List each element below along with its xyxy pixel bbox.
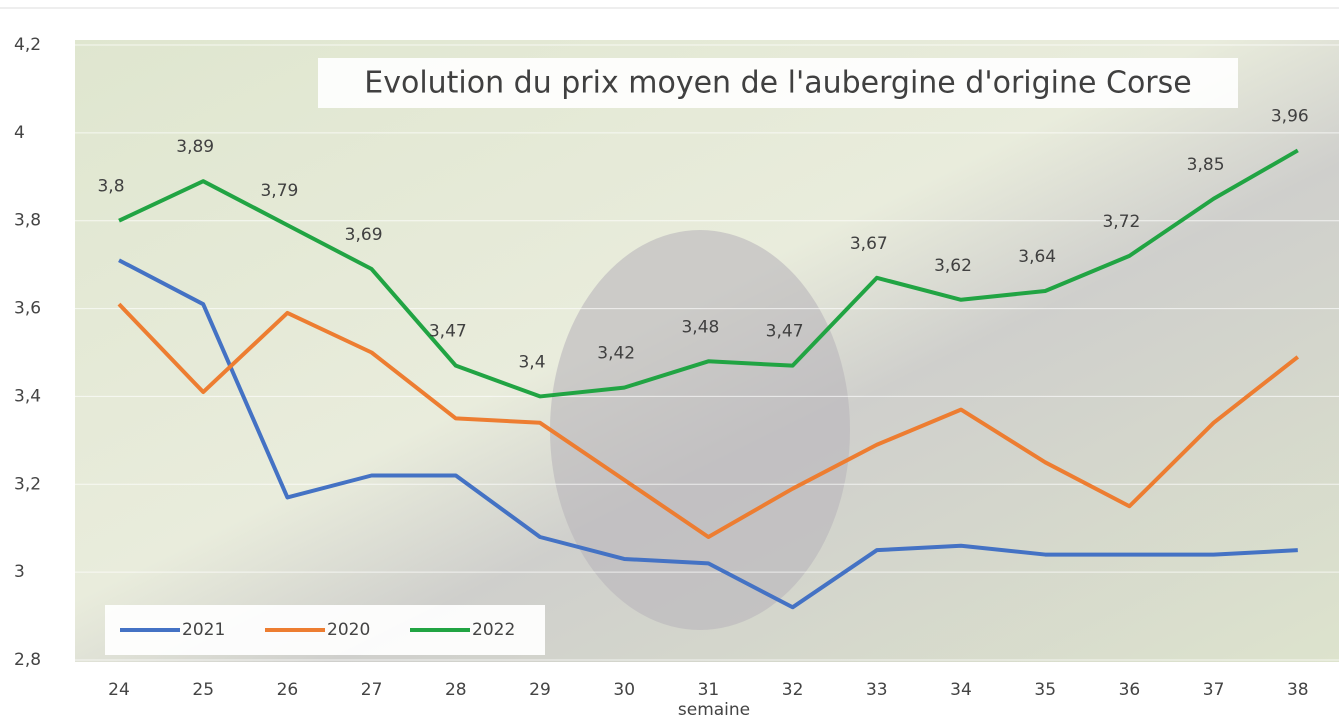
y-tick-label: 3,6 xyxy=(14,299,41,319)
x-tick-label: 36 xyxy=(1119,680,1141,700)
y-tick-label: 4 xyxy=(14,123,25,143)
y-tick-label: 3,2 xyxy=(14,474,41,494)
x-tick-label: 37 xyxy=(1203,680,1225,700)
x-tick-label: 32 xyxy=(782,680,804,700)
data-label: 3,42 xyxy=(597,344,635,364)
y-tick-label: 3,4 xyxy=(14,386,41,406)
data-label: 3,8 xyxy=(97,177,124,197)
data-label: 3,47 xyxy=(766,322,804,342)
data-label: 3,48 xyxy=(681,317,719,337)
data-label: 3,62 xyxy=(934,256,972,276)
data-label: 3,47 xyxy=(429,322,467,342)
x-axis-label: semaine xyxy=(678,700,750,720)
x-tick-label: 38 xyxy=(1287,680,1309,700)
x-tick-label: 33 xyxy=(866,680,888,700)
data-label: 3,96 xyxy=(1271,106,1309,126)
chart-title: Evolution du prix moyen de l'aubergine d… xyxy=(364,66,1191,101)
y-tick-label: 2,8 xyxy=(14,650,41,670)
legend-label: 2022 xyxy=(472,620,515,640)
chart: Evolution du prix moyen de l'aubergine d… xyxy=(0,0,1339,722)
data-label: 3,69 xyxy=(345,225,383,245)
x-tick-label: 35 xyxy=(1034,680,1056,700)
x-tick-label: 30 xyxy=(613,680,635,700)
x-tick-label: 29 xyxy=(529,680,551,700)
x-tick-label: 28 xyxy=(445,680,467,700)
data-label: 3,89 xyxy=(176,137,214,157)
x-tick-label: 34 xyxy=(950,680,972,700)
data-label: 3,72 xyxy=(1102,212,1140,232)
data-label: 3,85 xyxy=(1187,155,1225,175)
y-tick-label: 4,2 xyxy=(14,35,41,55)
x-tick-label: 24 xyxy=(108,680,130,700)
data-label: 3,67 xyxy=(850,234,888,254)
data-label: 3,79 xyxy=(260,181,298,201)
x-tick-label: 31 xyxy=(698,680,720,700)
y-tick-label: 3 xyxy=(14,562,25,582)
data-label: 3,64 xyxy=(1018,247,1056,267)
x-tick-label: 26 xyxy=(277,680,299,700)
background-photo xyxy=(550,230,850,630)
data-label: 3,4 xyxy=(518,352,545,372)
x-tick-label: 25 xyxy=(192,680,214,700)
x-tick-label: 27 xyxy=(361,680,383,700)
y-tick-label: 3,8 xyxy=(14,211,41,231)
legend-label: 2020 xyxy=(327,620,370,640)
legend-label: 2021 xyxy=(182,620,225,640)
